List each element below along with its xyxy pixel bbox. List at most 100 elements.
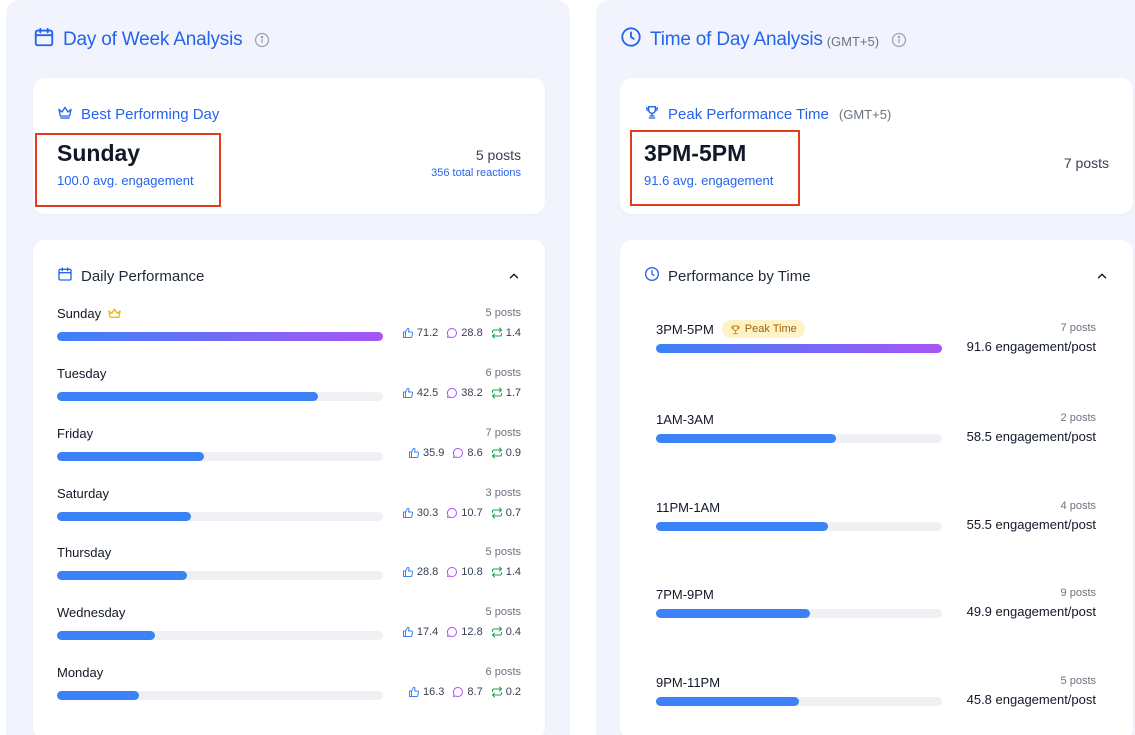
time-bar-track	[656, 344, 942, 353]
day-bar-track	[57, 691, 383, 700]
calendar-icon	[57, 266, 73, 286]
peak-time-label: Peak Performance Time (GMT+5)	[644, 104, 891, 124]
day-name: Thursday	[57, 545, 111, 560]
peak-time-label-text: Peak Performance Time	[668, 105, 829, 123]
time-slot-text: 3PM-5PM	[656, 321, 714, 337]
shares-value: 0.7	[505, 507, 521, 519]
comments-metric: 10.7	[446, 507, 483, 519]
info-icon[interactable]	[891, 32, 907, 48]
time-slot-text: 1AM-3AM	[656, 411, 714, 427]
comments-metric: 12.8	[446, 626, 483, 638]
time-panel-timezone: (GMT+5)	[826, 34, 880, 49]
time-posts: 4 posts	[1060, 500, 1096, 512]
day-name-text: Tuesday	[57, 366, 107, 381]
highlight-box	[35, 133, 221, 207]
day-panel-header: Day of Week Analysis	[33, 26, 270, 53]
day-name-text: Wednesday	[57, 605, 126, 620]
comments-metric: 8.7	[452, 686, 483, 698]
day-posts: 6 posts	[485, 367, 521, 379]
likes-metric: 28.8	[402, 566, 438, 578]
day-metrics: 71.2 28.8 1.4	[402, 327, 521, 339]
day-metrics: 17.4 12.8 0.4	[402, 626, 521, 638]
time-bar-track	[656, 697, 942, 706]
shares-metric: 0.7	[491, 507, 521, 519]
performance-by-time-card: Performance by Time 3PM-5PM Peak Time 7 po…	[620, 240, 1133, 735]
time-bar-fill	[656, 344, 942, 353]
day-name: Sunday	[57, 306, 122, 321]
chevron-up-icon[interactable]	[1095, 269, 1109, 283]
daily-performance-title: Daily Performance	[81, 267, 205, 285]
day-posts: 7 posts	[485, 427, 521, 439]
time-engagement: 49.9 engagement/post	[966, 604, 1096, 619]
day-bar-track	[57, 332, 383, 341]
time-posts: 5 posts	[1060, 675, 1096, 687]
day-posts: 6 posts	[485, 666, 521, 678]
repost-icon	[491, 447, 503, 459]
performance-by-time-header[interactable]: Performance by Time	[644, 266, 1109, 286]
likes-value: 30.3	[416, 507, 439, 519]
time-bar-track	[656, 522, 942, 531]
day-bar-fill	[57, 512, 191, 521]
day-name: Tuesday	[57, 366, 106, 381]
comment-icon	[446, 566, 458, 578]
day-posts: 5 posts	[485, 546, 521, 558]
comments-metric: 28.8	[446, 327, 483, 339]
time-bar-track	[656, 434, 942, 443]
time-engagement: 91.6 engagement/post	[966, 339, 1096, 354]
shares-metric: 0.4	[491, 626, 521, 638]
comment-icon	[446, 626, 458, 638]
time-slot: 1AM-3AM	[656, 408, 714, 430]
day-name-text: Saturday	[57, 486, 110, 501]
shares-value: 1.7	[505, 387, 521, 399]
shares-value: 0.4	[505, 626, 521, 638]
comments-value: 8.7	[467, 686, 483, 698]
day-name: Friday	[57, 426, 93, 441]
shares-metric: 0.2	[491, 686, 521, 698]
time-panel-title: Time of Day Analysis	[650, 28, 823, 50]
day-metrics: 35.9 8.6 0.9	[408, 447, 521, 459]
thumbs-up-icon	[408, 447, 420, 459]
likes-metric: 71.2	[402, 327, 438, 339]
day-posts: 3 posts	[485, 487, 521, 499]
comment-icon	[446, 507, 458, 519]
time-panel-header: Time of Day Analysis (GMT+5)	[620, 26, 907, 53]
comments-metric: 8.6	[452, 447, 483, 459]
best-day-value: Sunday	[57, 140, 141, 166]
day-bar-fill	[57, 392, 318, 401]
comments-value: 12.8	[461, 626, 483, 638]
repost-icon	[491, 507, 503, 519]
comments-metric: 38.2	[446, 387, 483, 399]
day-bar-fill	[57, 571, 188, 580]
likes-value: 42.5	[416, 387, 439, 399]
thumbs-up-icon	[402, 566, 414, 578]
peak-time-timezone: (GMT+5)	[838, 106, 892, 122]
peak-performance-card: Peak Performance Time (GMT+5) 3PM-5PM 91…	[620, 78, 1133, 214]
shares-metric: 1.4	[491, 566, 521, 578]
clock-icon	[644, 266, 660, 286]
day-bar-track	[57, 631, 383, 640]
daily-performance-header[interactable]: Daily Performance	[57, 266, 521, 286]
clock-icon	[620, 26, 642, 53]
info-icon[interactable]	[254, 32, 270, 48]
day-panel-title: Day of Week Analysis	[63, 28, 243, 50]
comment-icon	[446, 387, 458, 399]
peak-time-badge: Peak Time	[721, 320, 805, 338]
thumbs-up-icon	[402, 387, 414, 399]
thumbs-up-icon	[408, 686, 420, 698]
day-posts: 5 posts	[485, 307, 521, 319]
likes-value: 17.4	[416, 626, 439, 638]
day-bar-fill	[57, 452, 204, 461]
crown-icon	[57, 104, 73, 124]
comment-icon	[452, 447, 464, 459]
day-bar-fill	[57, 631, 155, 640]
peak-time-avg: 91.6 avg. engagement	[644, 173, 774, 188]
time-engagement: 58.5 engagement/post	[966, 429, 1096, 444]
comments-value: 10.7	[461, 507, 483, 519]
shares-metric: 1.4	[491, 327, 521, 339]
likes-value: 71.2	[416, 327, 439, 339]
day-name-text: Thursday	[57, 545, 112, 560]
repost-icon	[491, 387, 503, 399]
chevron-up-icon[interactable]	[507, 269, 521, 283]
highlight-box	[630, 130, 800, 206]
day-metrics: 16.3 8.7 0.2	[408, 686, 521, 698]
